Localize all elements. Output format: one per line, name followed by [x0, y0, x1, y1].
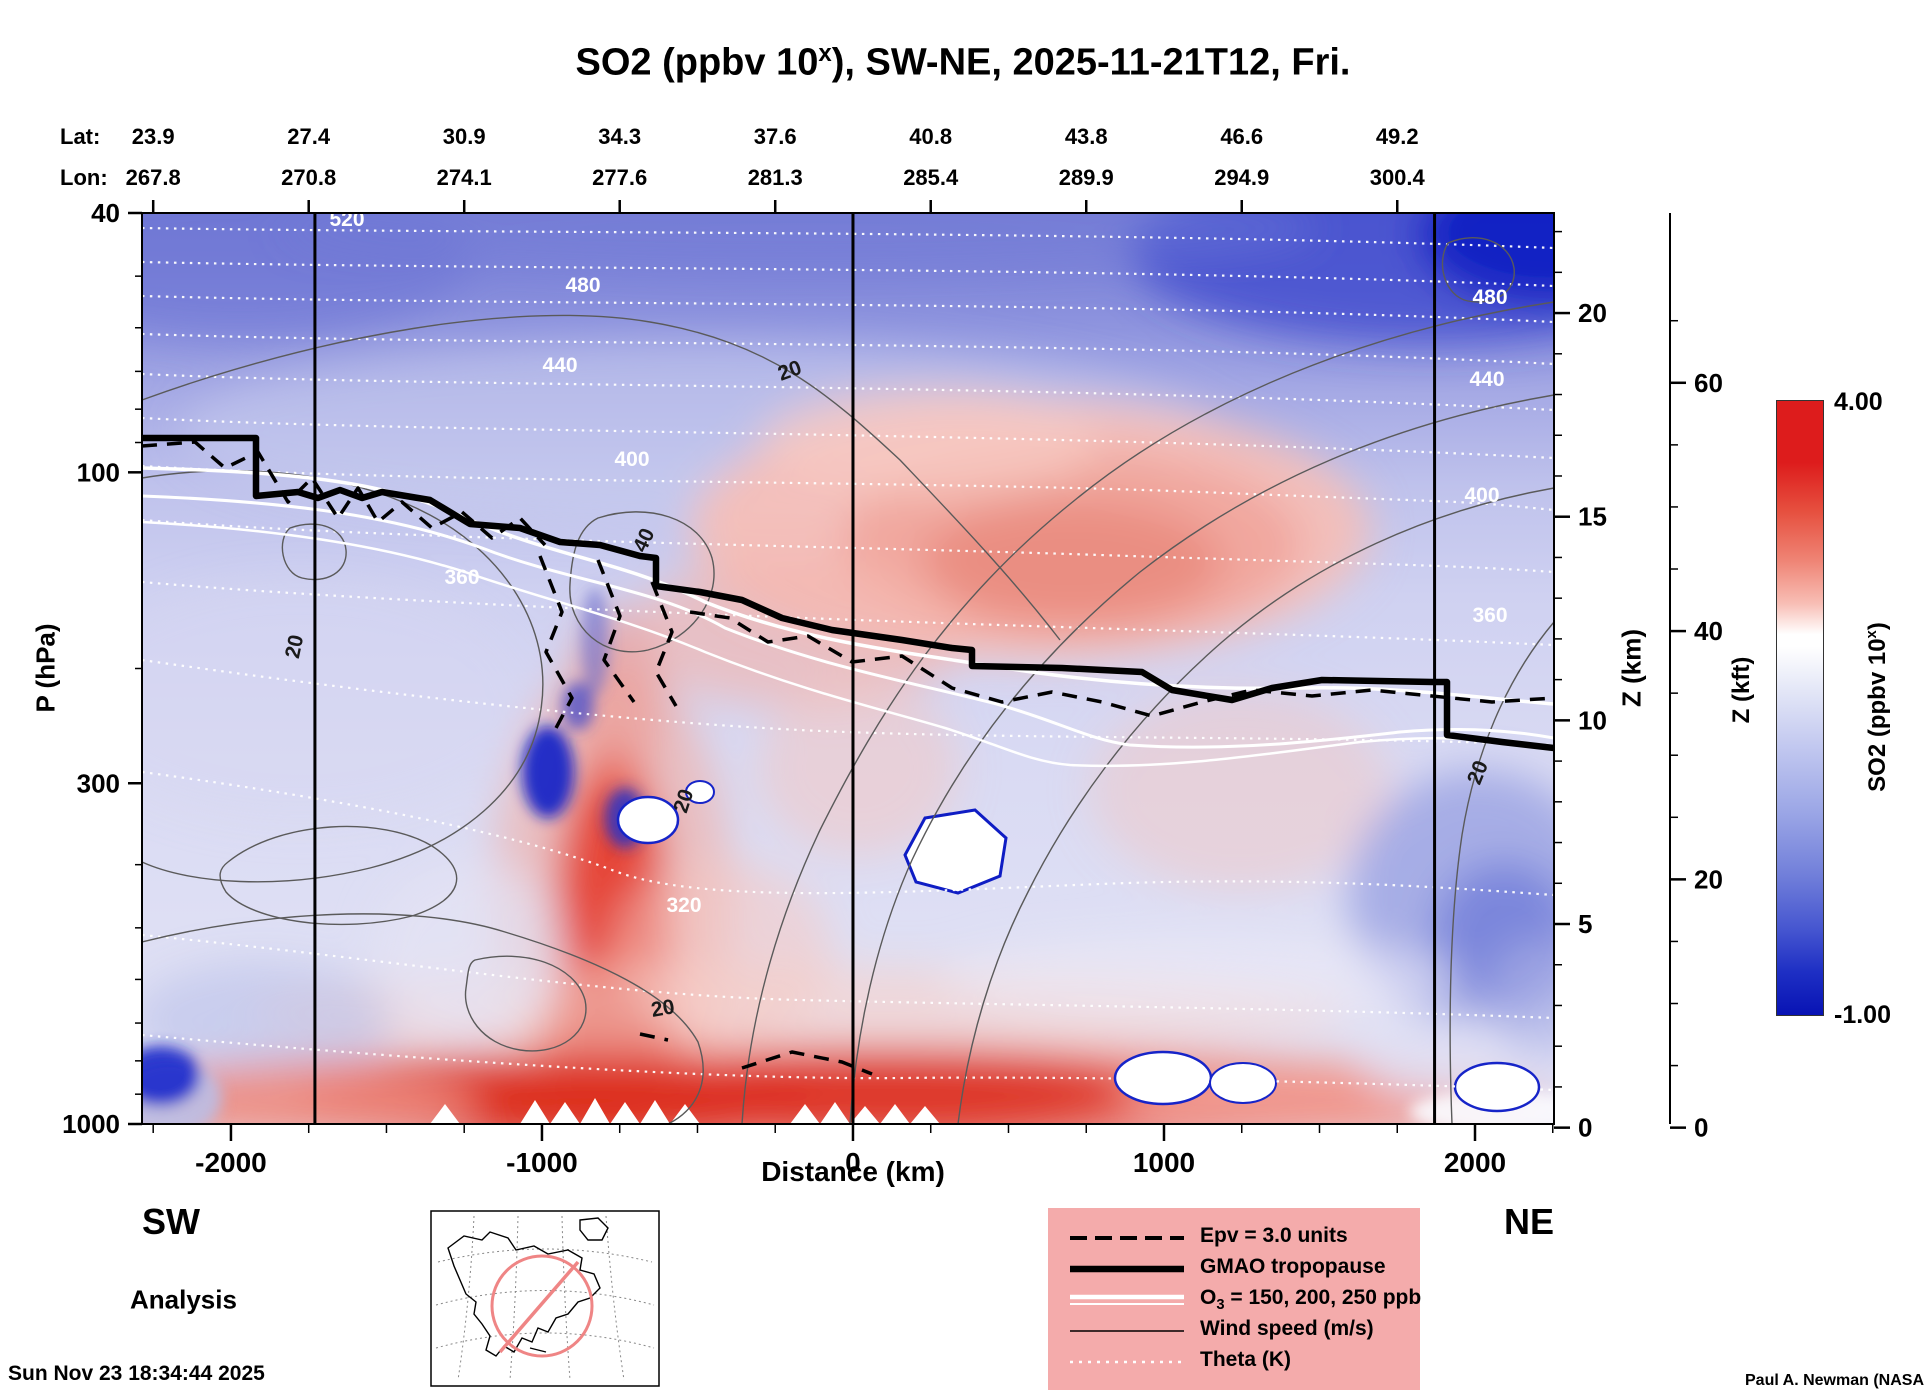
cloud-cutouts [430, 780, 1541, 1124]
map-section-circle [490, 1254, 594, 1358]
map-coastline [447, 1217, 609, 1357]
zkft-tick-label: 20 [1694, 864, 1723, 894]
zkm-tick-label: 10 [1578, 705, 1607, 735]
theta-label: 440 [1469, 368, 1504, 391]
theta-label: 520 [329, 208, 364, 231]
zkft-tick-label: 60 [1694, 368, 1723, 398]
so2-filled-field [142, 213, 1554, 1124]
tropopause-line-icon [1070, 1265, 1184, 1272]
lat-value: 49.2 [1375, 124, 1419, 149]
legend-item-theta: Theta (K) [1068, 1346, 1420, 1377]
map-section-line [498, 1260, 580, 1354]
sw-corner-label: SW [142, 1201, 200, 1242]
theta-contours [142, 226, 1554, 1092]
theta-label: 400 [1464, 484, 1499, 507]
analysis-label: Analysis [130, 1284, 237, 1315]
lat-value: 37.6 [753, 124, 797, 149]
legend-item-wind: Wind speed (m/s) [1068, 1315, 1420, 1346]
lon-value: 281.3 [747, 165, 803, 190]
x-axis-ticks: -2000 -1000 0 1000 2000 [152, 1124, 1554, 1178]
x-tick-label: -1000 [506, 1147, 578, 1178]
lon-value: 294.9 [1214, 165, 1270, 190]
timestamp: Sun Nov 23 18:34:44 2025 [8, 1362, 265, 1385]
lat-value: 30.9 [442, 124, 486, 149]
wind-label: 20 [649, 995, 676, 1022]
legend-label: GMAO tropopause [1200, 1254, 1386, 1278]
colorbar [1776, 400, 1824, 1016]
zkft-tick-label: 40 [1694, 616, 1723, 646]
ne-corner-label: NE [1503, 1201, 1554, 1242]
pressure-axis-ticks: 40 100 300 1000 [62, 198, 142, 1139]
wind-line-icon [1070, 1329, 1184, 1332]
lon-value: 277.6 [592, 165, 648, 190]
legend-item-epv: Epv = 3.0 units [1068, 1222, 1420, 1253]
epv-contours [142, 440, 1554, 1076]
legend-label: O3 = 150, 200, 250 ppb [1200, 1285, 1422, 1314]
legend-label: Theta (K) [1200, 1347, 1291, 1371]
theta-dotted-line-icon [1070, 1360, 1184, 1363]
map-graticule [435, 1215, 655, 1381]
colorbar-min-label: -1.00 [1834, 1001, 1891, 1029]
zkm-axis-ticks: 0 5 10 15 20 [1554, 230, 1607, 1143]
map-inset [430, 1210, 660, 1387]
lon-value: 285.4 [903, 165, 959, 190]
x-tick-label: 2000 [1444, 1147, 1506, 1178]
epv-dashed-line-icon [1070, 1235, 1184, 1240]
legend: Epv = 3.0 units GMAO tropopause O3 = 150… [1048, 1208, 1422, 1390]
lon-value: 270.8 [281, 165, 337, 190]
reference-lines [313, 213, 1437, 1124]
zkft-tick-label: 0 [1694, 1113, 1708, 1143]
x-tick-label: -2000 [195, 1147, 267, 1178]
lon-axis-label: Lon: [60, 165, 108, 190]
x-tick-label: 0 [845, 1147, 861, 1178]
p-tick-label: 100 [77, 457, 120, 487]
theta-label: 480 [565, 274, 600, 297]
lat-value: 27.4 [287, 124, 331, 149]
theta-label: 440 [542, 354, 577, 377]
lat-axis-label: Lat: [60, 124, 101, 149]
legend-item-tropopause: GMAO tropopause [1068, 1253, 1420, 1284]
tropopause-line [142, 434, 1554, 752]
theta-label: 480 [1472, 286, 1507, 309]
theta-label: 400 [614, 448, 649, 471]
legend-label: Wind speed (m/s) [1200, 1316, 1374, 1340]
theta-label: 320 [666, 894, 701, 917]
distance-axis-label: Distance (km) [761, 1156, 945, 1187]
legend-label: Epv = 3.0 units [1200, 1223, 1348, 1247]
wind-speed-contours [142, 237, 1554, 1124]
colorbar-max-label: 4.00 [1834, 388, 1883, 416]
x-tick-label: 1000 [1133, 1147, 1195, 1178]
wind-label: 20 [281, 633, 308, 661]
p-tick-label: 40 [91, 198, 120, 228]
lat-value: 23.9 [131, 124, 175, 149]
theta-label: 360 [1472, 604, 1507, 627]
lat-value: 46.6 [1220, 124, 1264, 149]
lat-value: 43.8 [1064, 124, 1108, 149]
lat-value: 34.3 [598, 124, 642, 149]
theta-label: 360 [444, 566, 479, 589]
lat-value: 40.8 [909, 124, 953, 149]
chart-title: SO2 (ppbv 10x), SW-NE, 2025-11-21T12, Fr… [575, 40, 1351, 84]
lon-value: 300.4 [1369, 165, 1425, 190]
legend-item-ozone: O3 = 150, 200, 250 ppb [1068, 1284, 1422, 1315]
zkm-tick-label: 5 [1578, 909, 1592, 939]
lat-values-row: 23.9 27.4 30.9 34.3 37.6 40.8 43.8 46.6 49.2 [0, 124, 1926, 150]
zkm-tick-label: 0 [1578, 1113, 1592, 1143]
lon-value: 274.1 [436, 165, 492, 190]
lon-values-row: 267.8 270.8 274.1 277.6 281.3 285.4 289.9 294.9… [0, 165, 1926, 191]
zkft-axis: 0 20 40 60 [1669, 213, 1723, 1143]
lon-value: 267.8 [125, 165, 181, 190]
p-tick-label: 1000 [62, 1109, 120, 1139]
lon-value: 289.9 [1058, 165, 1114, 190]
zkm-tick-label: 15 [1578, 502, 1607, 532]
ozone-lines-icon [1070, 1294, 1184, 1305]
top-axis-ticks [151, 200, 1399, 213]
zkm-tick-label: 20 [1578, 298, 1607, 328]
credit: Paul A. Newman (NASA [1745, 1372, 1924, 1389]
p-tick-label: 300 [77, 768, 120, 798]
